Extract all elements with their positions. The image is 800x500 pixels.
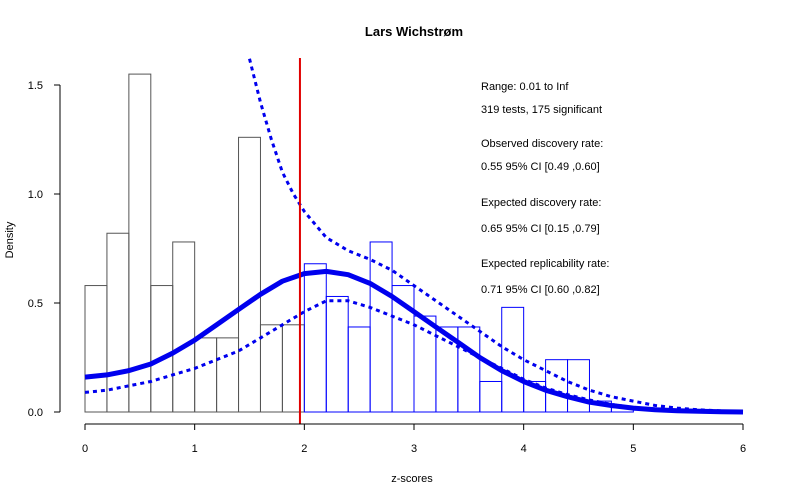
annotation-range: Range: 0.01 to Inf [481,81,569,93]
annotation-edr-value: 0.65 95% CI [0.15 ,0.79] [481,223,600,235]
x-tick-label: 5 [630,443,636,455]
x-tick-label: 0 [82,443,88,455]
chart-title: Lars Wichstrøm [365,24,463,39]
histogram-bar-nonsignificant [238,136,261,413]
histogram-bars [84,73,634,413]
histogram-bar-significant [567,359,590,413]
x-tick-label: 4 [521,443,527,455]
y-tick-label: 0.5 [28,298,43,310]
x-tick-label: 6 [740,443,746,455]
density-curves [84,58,744,415]
histogram-bar-nonsignificant [172,241,196,413]
annotation-err-value: 0.71 95% CI [0.60 ,0.82] [481,284,600,296]
annotation-odr-value: 0.55 95% CI [0.49 ,0.60] [481,161,600,173]
y-axis-label: Density [4,221,16,258]
histogram-bar-nonsignificant [128,73,152,413]
annotations: Range: 0.01 to Inf 319 tests, 175 signif… [481,81,609,296]
x-tick-label: 3 [411,443,417,455]
annotation-edr-label: Expected discovery rate: [481,197,601,209]
fitted-density-curve [84,268,744,415]
x-tick-label: 2 [301,443,307,455]
y-tick-label: 1.5 [28,80,43,92]
y-tick-label: 0.0 [28,407,43,419]
y-tick-label: 1.0 [28,189,43,201]
lower-ci-curve [84,299,744,414]
annotation-tests: 319 tests, 175 significant [481,104,602,116]
histogram-bar-significant [457,326,481,413]
x-tick-label: 1 [192,443,198,455]
annotation-err-label: Expected replicability rate: [481,258,609,270]
axes: 0.0 0.5 1.0 1.5 0 1 2 3 4 5 6 [28,80,746,455]
histogram-bar-significant [501,306,525,413]
x-axis-label: z-scores [391,473,433,485]
upper-ci-curve [248,58,744,414]
annotation-odr-label: Observed discovery rate: [481,138,603,150]
